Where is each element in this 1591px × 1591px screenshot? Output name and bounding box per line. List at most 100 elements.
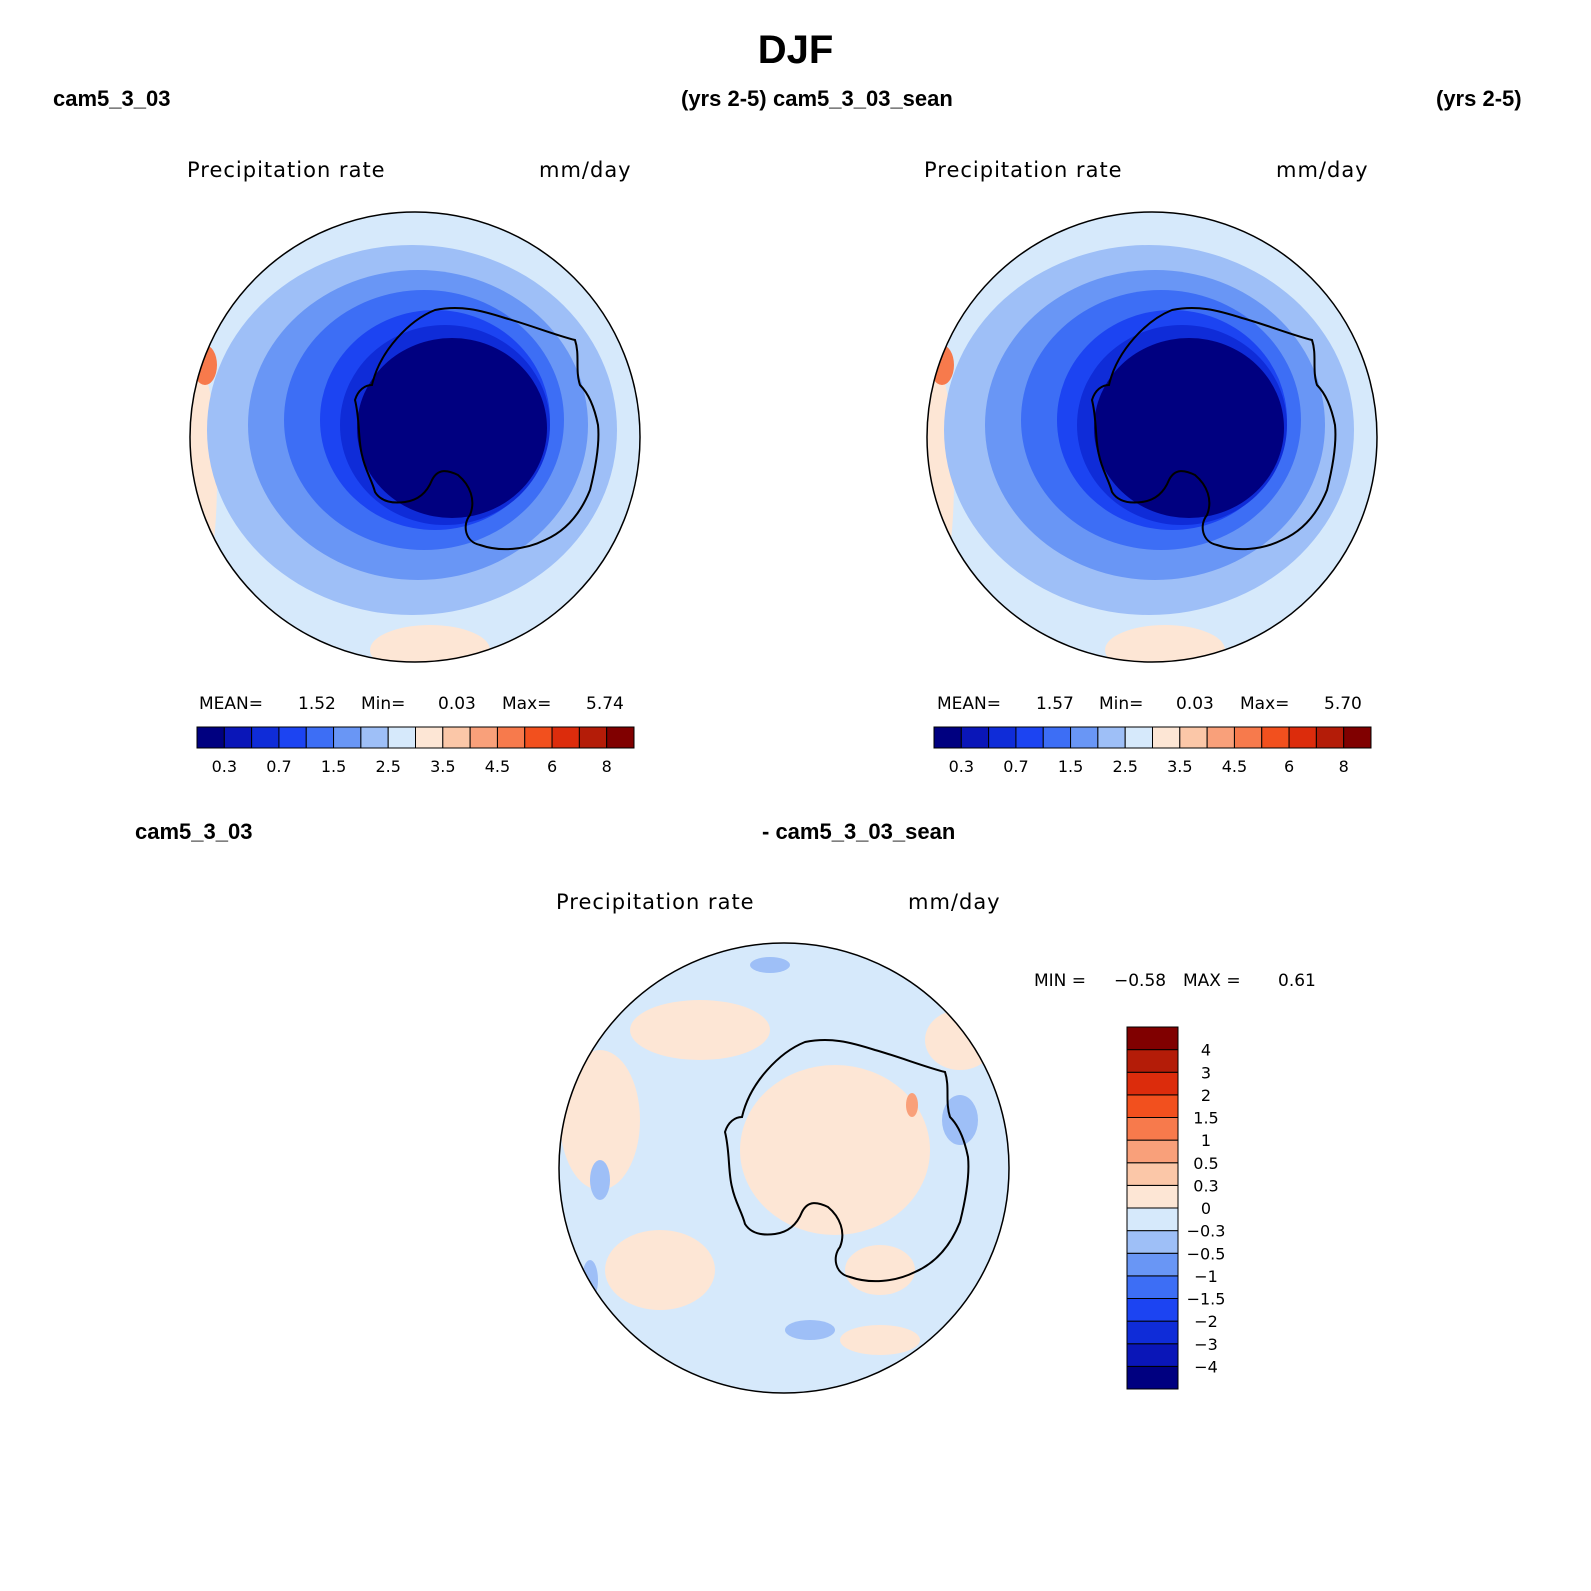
panel1-colorbar-swatch — [387, 726, 416, 749]
panel3-colorbar-tick-label: 2 — [1201, 1086, 1211, 1105]
panel3-colorbar-tick-label: 1.5 — [1193, 1109, 1218, 1128]
panel2-case-name: cam5_3_03_sean — [773, 86, 953, 111]
panel1-min-label: Min= — [361, 694, 406, 714]
panel1-max-label: Max= — [502, 694, 552, 714]
panel1-colorbar-swatch — [305, 726, 335, 749]
panel1-colorbar-swatch — [251, 726, 280, 749]
panel1-colorbar-swatch — [606, 726, 635, 749]
panel3-colorbar-swatch — [1126, 1365, 1179, 1390]
panel2-colorbar-tick-label: 0.3 — [949, 757, 974, 776]
panel3-colorbar-tick-label: −1.5 — [1187, 1290, 1226, 1309]
figure-title: DJF — [757, 28, 834, 72]
panel1-colorbar-swatch — [360, 726, 389, 749]
panel3-colorbar-tick-label: −2 — [1194, 1312, 1218, 1331]
panel3-min-value: −0.58 — [1114, 971, 1167, 991]
panel1-mean-value: 1.52 — [298, 694, 336, 714]
panel2-colorbar-tick-label: 0.7 — [1003, 757, 1028, 776]
panel2-colorbar-swatch — [1343, 726, 1372, 749]
panel2-colorbar-tick-label: 2.5 — [1112, 757, 1137, 776]
panel2-colorbar-swatch — [1015, 726, 1044, 749]
panel2-colorbar-swatch — [1288, 726, 1317, 749]
panel2-variable: Precipitation rate — [924, 158, 1123, 182]
panel1-colorbar-tick-label: 3.5 — [430, 757, 455, 776]
panel2-max-label: Max= — [1240, 694, 1290, 714]
panel2-colorbar-swatch — [1097, 726, 1126, 749]
panel1-colorbar-swatch — [524, 726, 553, 749]
panel1-colorbar-swatch — [578, 726, 608, 749]
panel2-colorbar-swatch — [1315, 726, 1345, 749]
panel3-colorbar-tick-label: −0.3 — [1187, 1222, 1226, 1241]
panel3-colorbar-swatch — [1126, 1139, 1179, 1164]
panel1-years: (yrs 2-5) — [681, 86, 767, 111]
panel3-colorbar-tick-label: −3 — [1194, 1335, 1218, 1354]
panel1-colorbar-tick-label: 0.3 — [212, 757, 237, 776]
panel1-colorbar-tick-label: 2.5 — [375, 757, 400, 776]
panel3-colorbar-swatch — [1126, 1298, 1179, 1322]
panel3-colorbar-swatch — [1126, 1320, 1179, 1345]
panel3-colorbar-swatch — [1126, 1162, 1179, 1186]
panel2-map — [927, 212, 1377, 662]
panel3-colorbar-tick-label: −0.5 — [1187, 1244, 1226, 1263]
panel1-colorbar-tick-label: 6 — [547, 757, 557, 776]
panel1-min-value: 0.03 — [438, 694, 476, 714]
panel3-colorbar-tick-label: −1 — [1194, 1267, 1218, 1286]
panel3-colorbar-tick-label: 0 — [1201, 1199, 1211, 1218]
panel1-colorbar-tick-label: 8 — [602, 757, 612, 776]
panel3-case-name-right: - cam5_3_03_sean — [762, 819, 956, 844]
panel3-colorbar-tick-label: 0.3 — [1193, 1176, 1218, 1195]
panel3-min-label: MIN = — [1034, 971, 1087, 991]
panel2-mean-value: 1.57 — [1036, 694, 1074, 714]
panel1-colorbar-swatch — [196, 726, 225, 749]
panel2-colorbar: 0.3 0.7 1.5 2.5 3.5 4.5 6 8 — [933, 726, 1372, 776]
panel2-map-border — [926, 211, 1378, 663]
panel3-max-value: 0.61 — [1278, 971, 1316, 991]
panel2-colorbar-tick-label: 8 — [1339, 757, 1349, 776]
panel1-colorbar-swatch — [333, 726, 362, 749]
panel1-colorbar-swatch — [223, 726, 253, 749]
panel3-colorbar-swatch — [1126, 1117, 1179, 1141]
panel1-colorbar-tick-label: 4.5 — [485, 757, 510, 776]
panel2-min-label: Min= — [1099, 694, 1144, 714]
panel3-colorbar-swatch — [1126, 1343, 1179, 1367]
panel3-colorbar-tick-label: 1 — [1201, 1131, 1211, 1150]
panel1-colorbar-tick-label: 1.5 — [321, 757, 346, 776]
panel3-colorbar-swatch — [1126, 1094, 1179, 1118]
panel1-colorbar-swatch — [415, 726, 444, 749]
panel3-colorbar-tick-label: 4 — [1201, 1041, 1211, 1060]
panel1-colorbar-swatch — [469, 726, 498, 749]
panel3-case-name-left: cam5_3_03 — [135, 819, 253, 844]
panel1-colorbar-swatch — [551, 726, 580, 749]
panel3-colorbar-tick-label: 0.5 — [1193, 1154, 1218, 1173]
panel3-colorbar-swatch — [1126, 1275, 1179, 1299]
panel2-colorbar-swatch — [1233, 726, 1263, 749]
panel3-map-border — [558, 942, 1010, 1394]
panel3-colorbar-swatch — [1126, 1071, 1179, 1096]
panel3-map — [559, 943, 1009, 1393]
panel1-colorbar-swatch — [442, 726, 471, 749]
panel2-colorbar-tick-label: 1.5 — [1058, 757, 1083, 776]
panel3-colorbar-swatch — [1126, 1230, 1179, 1254]
panel2-colorbar-tick-label: 6 — [1284, 757, 1294, 776]
panel1-max-value: 5.74 — [586, 694, 624, 714]
panel3-colorbar-swatch — [1126, 1184, 1179, 1209]
panel2-colorbar-swatch — [1179, 726, 1208, 749]
panel1-map — [190, 212, 640, 662]
panel1-colorbar: 0.3 0.7 1.5 2.5 3.5 4.5 6 8 — [196, 726, 635, 776]
panel3-colorbar-tick-label: −4 — [1194, 1357, 1218, 1376]
panel3-colorbar-tick-label: 3 — [1201, 1063, 1211, 1082]
panel1-case-name: cam5_3_03 — [53, 86, 171, 111]
panel3-colorbar-swatch — [1126, 1207, 1179, 1232]
panel2-mean-label: MEAN= — [937, 694, 1001, 714]
panel3-colorbar-swatch — [1126, 1049, 1179, 1073]
panel3-colorbar-swatch — [1126, 1026, 1179, 1051]
panel3-colorbar-swatch — [1126, 1252, 1179, 1277]
panel1-map-border — [189, 211, 641, 663]
panel2-colorbar-swatch — [1206, 726, 1235, 749]
panel3-max-label: MAX = — [1183, 971, 1241, 991]
panel2-colorbar-swatch — [933, 726, 962, 749]
panel2-max-value: 5.70 — [1324, 694, 1362, 714]
panel2-colorbar-swatch — [1261, 726, 1290, 749]
panel1-units: mm/day — [539, 158, 632, 182]
panel2-colorbar-swatch — [1152, 726, 1181, 749]
